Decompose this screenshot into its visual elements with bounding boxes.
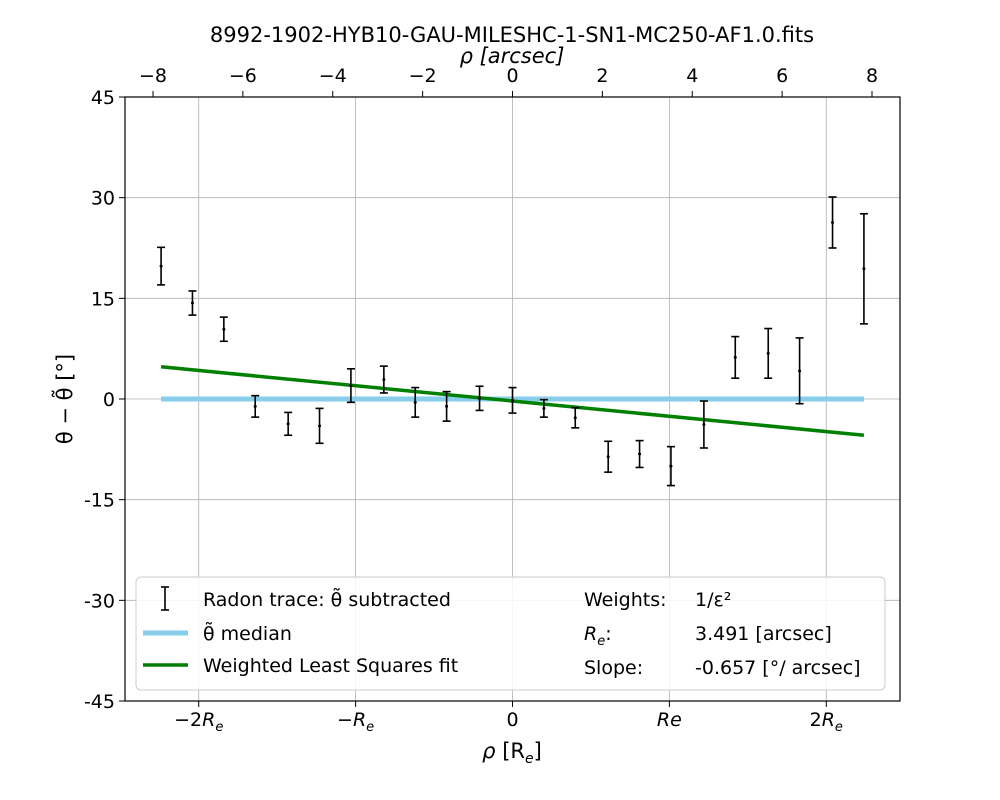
data-point (699, 400, 708, 449)
top-tick-label: 4 (686, 65, 698, 87)
point-marker (253, 404, 257, 408)
y-axis: 45 30 15 0 -15 -30 -45 (84, 87, 125, 713)
bottom-x-axis: −2Re −Re 0 Re 2Re (174, 701, 843, 735)
point-marker (190, 301, 194, 305)
data-point (828, 196, 837, 249)
data-point (284, 411, 293, 437)
y-tick-label: 45 (91, 87, 115, 109)
point-marker (606, 455, 610, 459)
legend: Radon trace: θ̃ subtracted θ̃ median Wei… (135, 576, 886, 691)
x-tick-label: Re (657, 709, 682, 731)
point-marker (318, 424, 322, 428)
y-axis-label: θ − θ̃ [°] (50, 354, 77, 444)
re-value: 3.491 [arcsec] (695, 623, 832, 645)
data-point (666, 445, 675, 487)
point-marker (445, 404, 449, 408)
data-point (539, 398, 548, 418)
data-point (508, 386, 517, 414)
point-marker (382, 378, 386, 382)
re-label: Re: (584, 623, 612, 649)
point-marker (862, 267, 866, 271)
point-marker (413, 400, 417, 404)
legend-label-fit: Weighted Least Squares fit (203, 655, 458, 677)
data-point (411, 386, 420, 418)
data-point (795, 337, 804, 405)
point-marker (542, 406, 546, 410)
top-tick-label: 0 (506, 65, 518, 87)
y-tick-label: -45 (84, 691, 115, 713)
legend-entry-median: θ̃ median (143, 620, 292, 645)
legend-box (135, 576, 886, 691)
x-tick-label: 0 (506, 709, 518, 731)
x-axis-label: ρ [Re] (482, 739, 542, 767)
top-tick-label: −8 (139, 65, 167, 87)
data-point (571, 406, 580, 429)
x-tick-label: 2Re (810, 709, 843, 735)
data-point (635, 439, 644, 469)
data-point (251, 394, 260, 418)
weights-label: Weights: (584, 589, 667, 611)
point-marker (478, 396, 482, 400)
data-point (859, 212, 868, 325)
data-point (188, 290, 197, 316)
legend-entry-radon: Radon trace: θ̃ subtracted (161, 586, 451, 611)
data-point (346, 367, 355, 404)
legend-label-median: θ̃ median (203, 620, 292, 645)
point-marker (702, 423, 706, 427)
point-marker (511, 398, 514, 402)
slope-value: -0.657 [°/ arcsec] (695, 657, 861, 679)
point-marker (349, 384, 353, 388)
slope-label: Slope: (584, 657, 643, 679)
x-tick-label: −2Re (174, 709, 223, 735)
point-marker (159, 264, 163, 268)
point-marker (831, 220, 835, 224)
point-marker (286, 422, 290, 426)
legend-label-radon: Radon trace: θ̃ subtracted (203, 586, 451, 611)
data-point (731, 335, 740, 379)
point-marker (766, 351, 770, 355)
point-marker (222, 327, 226, 331)
point-marker (638, 452, 642, 456)
top-tick-label: −6 (229, 65, 257, 87)
point-marker (669, 464, 673, 468)
point-marker (573, 416, 577, 420)
top-x-axis: −8 −6 −4 −2 0 2 4 6 8 (139, 65, 878, 97)
y-tick-label: -30 (84, 590, 115, 612)
data-point (442, 390, 451, 422)
legend-entry-fit: Weighted Least Squares fit (143, 655, 458, 677)
point-marker (733, 355, 737, 359)
y-tick-label: 15 (91, 288, 115, 310)
top-x-axis-label: ρ [arcsec] (460, 44, 565, 68)
y-tick-label: -15 (84, 490, 115, 512)
y-tick-label: 0 (103, 389, 115, 411)
data-point (604, 440, 613, 473)
point-marker (798, 369, 802, 373)
data-point (379, 365, 388, 394)
weights-value: 1/ε² (695, 589, 731, 611)
data-points-layer (157, 196, 868, 487)
chart-title: 8992-1902-HYB10-GAU-MILESHC-1-SN1-MC250-… (210, 23, 814, 47)
top-tick-label: −2 (409, 65, 437, 87)
top-tick-label: 2 (596, 65, 608, 87)
x-tick-label: −Re (337, 709, 374, 735)
top-tick-label: 6 (776, 65, 788, 87)
data-point (764, 327, 773, 379)
data-point (315, 407, 324, 445)
data-point (219, 316, 228, 343)
top-tick-label: 8 (866, 65, 878, 87)
data-point (475, 385, 484, 412)
data-point (157, 246, 166, 286)
top-tick-label: −4 (319, 65, 347, 87)
y-tick-label: 30 (91, 188, 115, 210)
